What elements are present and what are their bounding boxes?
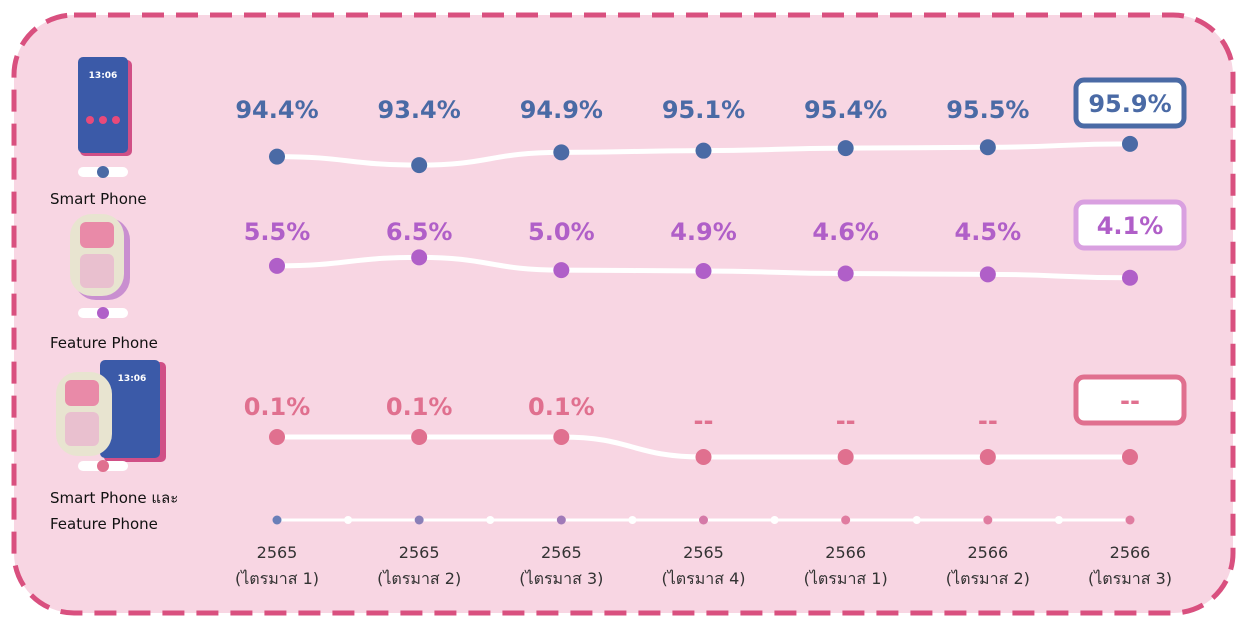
- svg-text:13:06: 13:06: [89, 71, 118, 81]
- x-tick-label: (ไตรมาส 3): [519, 569, 603, 588]
- timeline-dot: [273, 516, 282, 525]
- point: [269, 429, 285, 445]
- smart-phone-icon: 13:06: [78, 57, 132, 156]
- value-label: 94.4%: [235, 96, 318, 124]
- point: [553, 144, 569, 160]
- timeline-spacer: [1055, 516, 1063, 524]
- point: [838, 266, 854, 282]
- point: [411, 429, 427, 445]
- missing-point: [980, 449, 996, 465]
- value-label: 95.5%: [946, 96, 1029, 124]
- svg-text:13:06: 13:06: [118, 374, 147, 384]
- value-label: 5.0%: [528, 218, 595, 246]
- combined-phones-icon: 13:06: [56, 360, 166, 462]
- point: [411, 157, 427, 173]
- point: [1122, 270, 1138, 286]
- value-label: 95.1%: [662, 96, 745, 124]
- x-tick-label: (ไตรมาส 3): [1088, 569, 1172, 588]
- timeline-dot: [557, 516, 566, 525]
- value-label: 95.9%: [1088, 90, 1171, 118]
- value-label: 4.6%: [812, 218, 879, 246]
- point: [553, 262, 569, 278]
- timeline-spacer: [771, 516, 779, 524]
- point: [696, 143, 712, 159]
- missing-point: [696, 449, 712, 465]
- series-name: Smart Phone: [50, 186, 230, 212]
- timeline-dot: [1126, 516, 1135, 525]
- value-label: 4.9%: [670, 218, 737, 246]
- point: [411, 249, 427, 265]
- legend-dot: [97, 460, 109, 472]
- x-tick-label: 2565: [683, 543, 724, 562]
- x-tick-label: 2565: [257, 543, 298, 562]
- value-label: 0.1%: [528, 393, 595, 421]
- legend-dot: [97, 307, 109, 319]
- value-label: 4.5%: [955, 218, 1022, 246]
- feature-phone-icon: [70, 214, 130, 300]
- point: [269, 258, 285, 274]
- point: [1122, 136, 1138, 152]
- value-label: 94.9%: [520, 96, 603, 124]
- value-label: 93.4%: [378, 96, 461, 124]
- missing-point: [838, 449, 854, 465]
- timeline-spacer: [913, 516, 921, 524]
- value-label: --: [978, 407, 998, 435]
- x-tick-label: (ไตรมาส 2): [377, 569, 461, 588]
- x-tick-label: (ไตรมาส 1): [235, 569, 319, 588]
- point: [980, 139, 996, 155]
- x-tick-label: 2566: [967, 543, 1008, 562]
- x-tick-label: 2566: [1110, 543, 1151, 562]
- value-label: 4.1%: [1097, 212, 1164, 240]
- point: [838, 140, 854, 156]
- value-label: 0.1%: [386, 393, 453, 421]
- point: [553, 429, 569, 445]
- value-label: 5.5%: [244, 218, 311, 246]
- value-label: --: [1120, 387, 1140, 415]
- page: {"chart_data": {"type": "line", "categor…: [0, 0, 1247, 624]
- timeline-dot: [699, 516, 708, 525]
- timeline-spacer: [344, 516, 352, 524]
- value-label: --: [836, 407, 856, 435]
- timeline-spacer: [486, 516, 494, 524]
- series-name: Feature Phone: [50, 330, 230, 356]
- legend-dot: [97, 166, 109, 178]
- value-label: 0.1%: [244, 393, 311, 421]
- x-tick-label: (ไตรมาส 1): [804, 569, 888, 588]
- x-tick-label: 2565: [399, 543, 440, 562]
- timeline-dot: [415, 516, 424, 525]
- point: [269, 149, 285, 165]
- timeline-dot: [841, 516, 850, 525]
- timeline-spacer: [628, 516, 636, 524]
- point: [980, 266, 996, 282]
- timeline-dot: [983, 516, 992, 525]
- value-label: 6.5%: [386, 218, 453, 246]
- point: [696, 263, 712, 279]
- x-tick-label: 2566: [825, 543, 866, 562]
- value-label: 95.4%: [804, 96, 887, 124]
- missing-point: [1122, 449, 1138, 465]
- x-tick-label: 2565: [541, 543, 582, 562]
- series-name: Smart Phone และ Feature Phone: [50, 485, 210, 537]
- x-tick-label: (ไตรมาส 4): [661, 569, 745, 588]
- x-tick-label: (ไตรมาส 2): [946, 569, 1030, 588]
- value-label: --: [694, 407, 714, 435]
